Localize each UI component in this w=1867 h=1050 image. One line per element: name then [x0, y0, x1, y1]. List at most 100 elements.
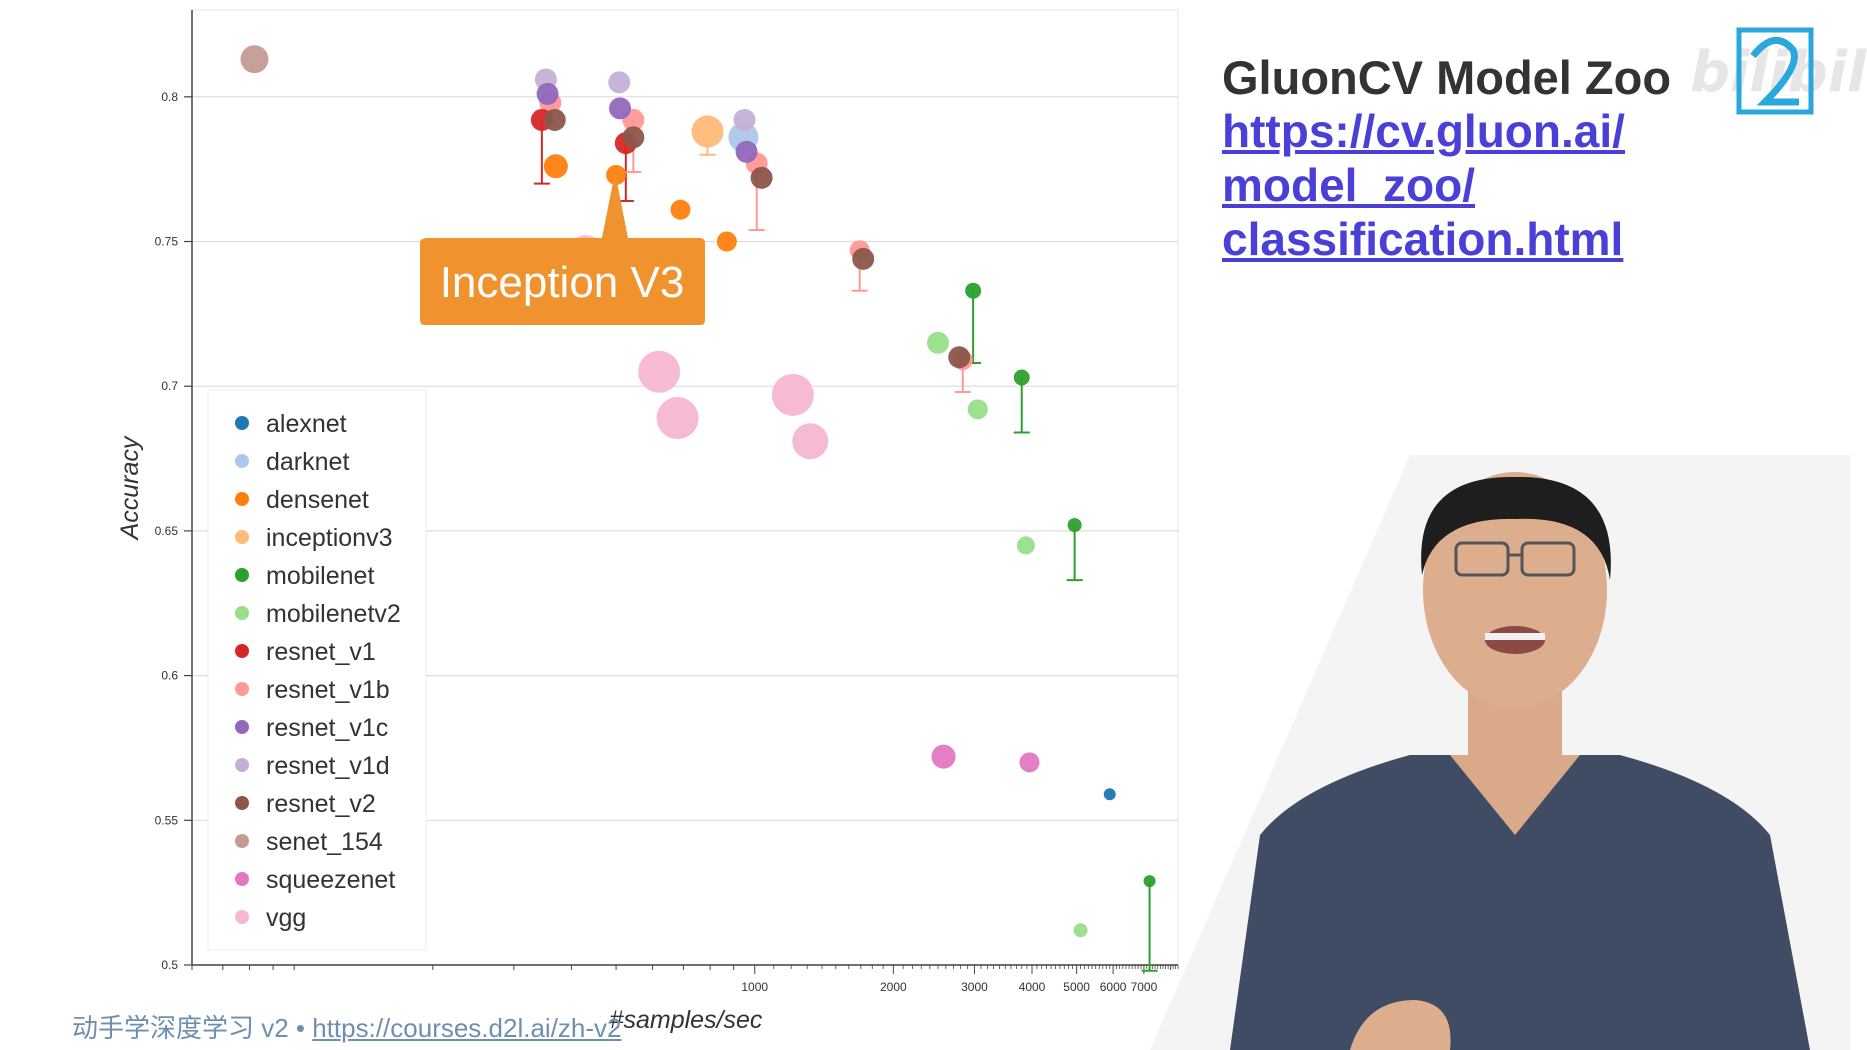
- legend-label-darknet: darknet: [266, 448, 349, 476]
- x-tick-label: 3000: [961, 980, 988, 994]
- presenter-face: [1423, 472, 1607, 708]
- legend-label-mobilenetv2: mobilenetv2: [266, 600, 401, 628]
- resnet_v1c-point: [609, 97, 632, 120]
- legend-label-resnet_v1: resnet_v1: [266, 638, 376, 666]
- y-tick-label: 0.8: [161, 90, 178, 104]
- mobilenet-point: [1143, 875, 1156, 888]
- presenter-hair: [1421, 476, 1611, 580]
- model-zoo-link-line-2[interactable]: model_zoo/: [1222, 159, 1476, 211]
- legend-swatch-mobilenetv2: [235, 606, 249, 620]
- legend-swatch-senet_154: [235, 834, 249, 848]
- resnet_v1c-point: [536, 82, 559, 105]
- callout-box: [420, 172, 705, 325]
- densenet-point: [543, 154, 568, 179]
- y-axis-label: Accuracy: [116, 435, 144, 541]
- y-tick-label: 0.7: [161, 379, 178, 393]
- legend-swatch-densenet: [235, 492, 249, 506]
- squeezenet-point: [931, 744, 956, 769]
- legend-label-squeezenet: squeezenet: [266, 866, 395, 894]
- axis-layer: 0.5 0.55 0.6 0.65 0.7 0.75 0.8 1000 2000 3000 4000…: [155, 10, 1179, 994]
- legend-swatch-vgg: [235, 910, 249, 924]
- resnet_v2-point: [852, 247, 875, 270]
- data-points: [240, 45, 1156, 938]
- y-tick-label: 0.55: [155, 813, 179, 827]
- legend-swatch-alexnet: [235, 416, 249, 430]
- model-zoo-link-line-1[interactable]: https://cv.gluon.ai/: [1222, 105, 1625, 157]
- legend-swatch-resnet_v2: [235, 796, 249, 810]
- resnet_v2-point: [622, 126, 645, 149]
- legend-swatch-resnet_v1: [235, 644, 249, 658]
- legend-label-densenet: densenet: [266, 486, 369, 514]
- legend-swatch-resnet_v1c: [235, 720, 249, 734]
- bilibili-watermark: bilibili: [1690, 40, 1867, 105]
- inceptionv3-point: [691, 115, 724, 148]
- y-tick-label: 0.5: [161, 958, 178, 972]
- vgg-point: [638, 350, 681, 393]
- legend-label-resnet_v1b: resnet_v1b: [266, 676, 390, 704]
- presenter-hand: [1350, 1000, 1451, 1050]
- y-tick-label: 0.6: [161, 669, 178, 683]
- legend-label-resnet_v2: resnet_v2: [266, 790, 376, 818]
- legend-swatch-squeezenet: [235, 872, 249, 886]
- inception-v3-callout: Inception V3: [420, 172, 705, 325]
- legend-label-resnet_v1c: resnet_v1c: [266, 714, 388, 742]
- presenter-video: [1150, 455, 1850, 1050]
- legend-label-alexnet: alexnet: [266, 410, 347, 438]
- legend-swatch-darknet: [235, 454, 249, 468]
- legend-swatch-resnet_v1d: [235, 758, 249, 772]
- x-tick-label: 1000: [741, 980, 768, 994]
- callout-text: Inception V3: [440, 258, 685, 307]
- mobilenetv2-point: [926, 331, 949, 354]
- mobilenet-point: [965, 282, 982, 299]
- senet_154-point: [240, 45, 269, 74]
- x-tick-label: 4000: [1019, 980, 1046, 994]
- resnet_v1d-point: [733, 108, 756, 131]
- x-tick-label: 5000: [1063, 980, 1090, 994]
- resnet_v2-point: [750, 166, 773, 189]
- vgg-point: [792, 423, 829, 460]
- x-tick-label: 2000: [880, 980, 907, 994]
- mobilenetv2-point: [967, 399, 988, 420]
- course-url-link[interactable]: https://courses.d2l.ai/zh-v2: [312, 1013, 622, 1043]
- densenet-point: [606, 164, 627, 185]
- model-zoo-link-line-3[interactable]: classification.html: [1222, 213, 1624, 265]
- vgg-point: [771, 373, 814, 416]
- y-tick-label: 0.75: [155, 235, 179, 249]
- legend-swatch-mobilenet: [235, 568, 249, 582]
- densenet-point: [670, 199, 691, 220]
- glasses-left-lens: [1454, 541, 1510, 577]
- course-name: 动手学深度学习 v2 •: [72, 1013, 313, 1043]
- legend-label-vgg: vgg: [266, 904, 306, 932]
- presenter-teeth: [1485, 633, 1545, 640]
- d2l-logo-icon: [1736, 27, 1814, 115]
- legend-swatch-resnet_v1b: [235, 682, 249, 696]
- legend-label-mobilenet: mobilenet: [266, 562, 374, 590]
- mobilenet-point: [1067, 518, 1082, 533]
- mobilenet-point: [1013, 369, 1030, 386]
- slide-title: GluonCV Model Zoo: [1222, 51, 1672, 104]
- course-footer: 动手学深度学习 v2 • https://courses.d2l.ai/zh-v…: [72, 1008, 622, 1045]
- mobilenetv2-point: [1016, 536, 1035, 555]
- mobilenetv2-point: [1073, 923, 1088, 938]
- legend-box: [207, 389, 427, 951]
- resnet_v2-point: [543, 108, 566, 131]
- glasses-right-lens: [1520, 541, 1576, 577]
- legend: alexnet darknet densenet inceptionv3 mobilen…: [207, 389, 427, 951]
- legend-label-resnet_v1d: resnet_v1d: [266, 752, 390, 780]
- vgg-point: [656, 397, 699, 440]
- x-tick-label: 7000: [1131, 980, 1158, 994]
- resnet_v1d-point: [608, 71, 631, 94]
- resnet_v2-point: [948, 346, 971, 369]
- presenter-neck: [1450, 755, 1580, 835]
- squeezenet-point: [1019, 752, 1040, 773]
- legend-label-senet_154: senet_154: [266, 828, 383, 856]
- alexnet-point: [1103, 788, 1116, 801]
- legend-label-inceptionv3: inceptionv3: [266, 524, 392, 552]
- legend-swatch-inceptionv3: [235, 530, 249, 544]
- densenet-point: [716, 231, 737, 252]
- presenter-shirt: [1230, 755, 1810, 1050]
- resnet_v1c-point: [735, 140, 758, 163]
- x-axis-label: #samples/sec: [610, 1006, 763, 1034]
- y-tick-label: 0.65: [155, 524, 179, 538]
